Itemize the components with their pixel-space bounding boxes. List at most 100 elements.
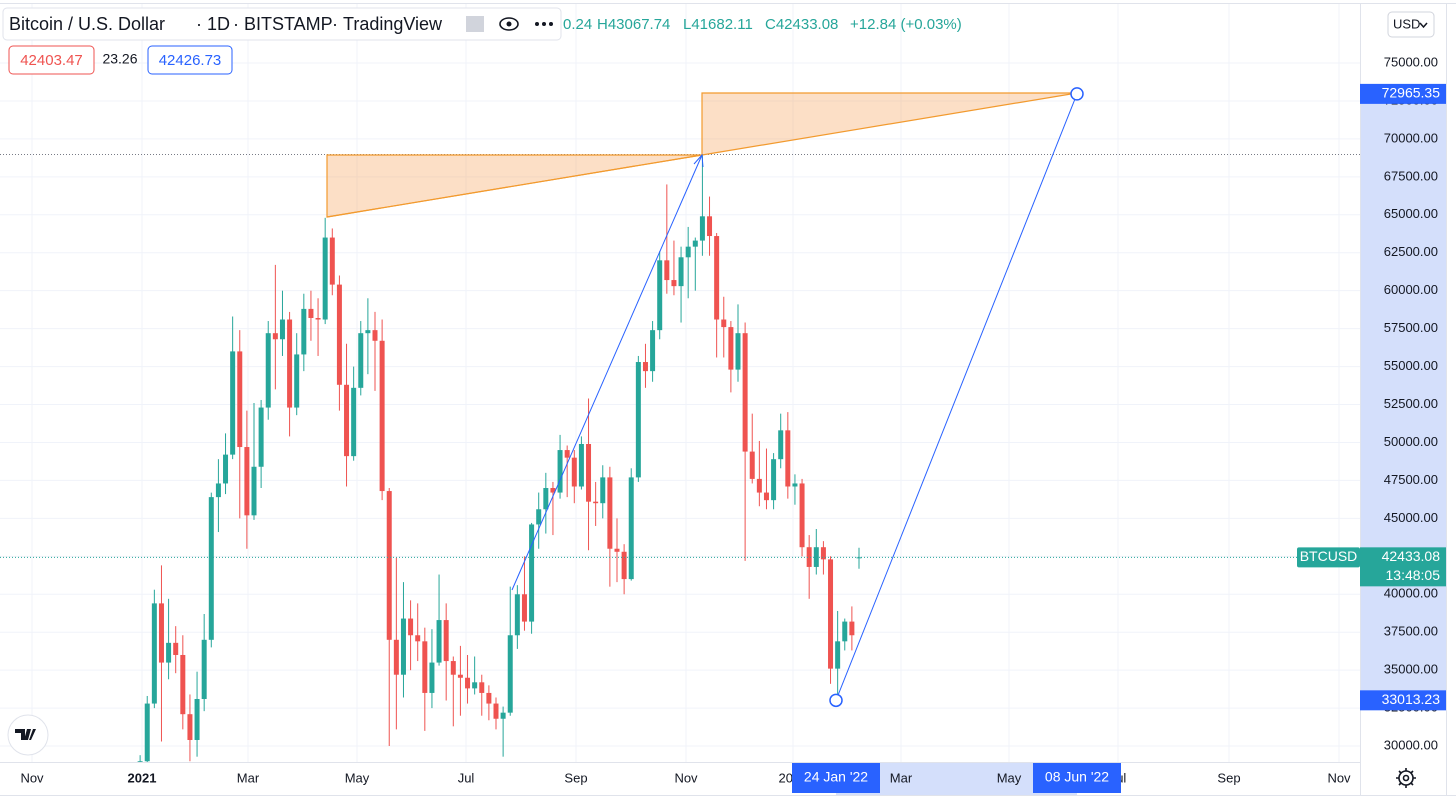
candle-body: [308, 308, 314, 319]
candle-body: [251, 466, 257, 516]
low-value: L41682.11: [683, 16, 753, 33]
separator: ·: [233, 14, 239, 34]
x-tick-label: May: [345, 770, 370, 785]
candle-body: [593, 501, 599, 504]
y-tick-label: 55000.00: [1384, 358, 1438, 373]
candle-body: [208, 497, 214, 640]
drawings: [0, 92, 1360, 701]
flag-icon[interactable]: [466, 16, 484, 32]
candle-body: [564, 450, 570, 458]
candle-body: [351, 387, 357, 457]
candle-body: [415, 635, 421, 642]
x-tick-label: Mar: [237, 770, 260, 785]
candle-body: [571, 457, 577, 487]
dropdown-arrow: [1419, 22, 1428, 29]
candle-body: [642, 362, 648, 372]
symbol[interactable]: Bitcoin / U.S. Dollar: [9, 14, 165, 34]
date-marker-badge: [1033, 763, 1121, 793]
candle-body: [187, 714, 193, 740]
trend-line[interactable]: [326, 154, 703, 218]
x-tick-label: Sep: [1217, 770, 1240, 785]
candle-body: [650, 330, 656, 372]
y-tick-label: 62500.00: [1384, 244, 1438, 259]
countdown: 13:48:05: [1386, 567, 1441, 583]
candle-body: [521, 594, 527, 622]
price-range-highlight: [1360, 94, 1446, 700]
currency[interactable]: USD: [1393, 16, 1420, 31]
candle-body: [785, 430, 791, 487]
candle-body: [550, 488, 556, 493]
eye-pupil: [506, 21, 512, 27]
last-price-badge: [1360, 547, 1446, 587]
x-tick-label: Nov: [1327, 770, 1351, 785]
drawing-handle[interactable]: [829, 693, 843, 708]
date-marker-badge: [792, 763, 880, 793]
arrow-line[interactable]: [511, 154, 703, 591]
buy-button[interactable]: [147, 45, 233, 75]
candle-body: [678, 257, 684, 287]
candle-body: [735, 333, 741, 370]
currency-select[interactable]: [1387, 11, 1435, 38]
y-tick-label: 30000.00: [1384, 737, 1438, 752]
candle-body: [173, 642, 179, 655]
drawing-handle[interactable]: [1070, 87, 1084, 101]
fib-extension-fill[interactable]: [701, 92, 1078, 156]
candle-body: [457, 674, 463, 678]
candle-body: [393, 639, 399, 675]
sell-price[interactable]: 42403.47: [20, 52, 83, 69]
candle-body: [778, 430, 784, 460]
candle-body: [536, 509, 542, 525]
candle-body: [486, 692, 492, 704]
sell-button[interactable]: [8, 45, 95, 75]
candle-body: [514, 594, 520, 636]
separator: ·: [196, 14, 202, 34]
candle-body: [614, 548, 620, 552]
candle-body: [628, 477, 634, 580]
candle-body: [842, 621, 848, 642]
candle-body: [379, 340, 385, 492]
candle-body: [230, 351, 236, 455]
candle-body: [685, 246, 691, 258]
interval[interactable]: 1D: [207, 14, 230, 34]
last-price: 42433.08: [1382, 548, 1441, 564]
source: TradingView: [343, 14, 443, 34]
open-value: 0.24: [563, 16, 592, 33]
eye-icon[interactable]: [499, 17, 519, 31]
candle-body: [472, 682, 478, 689]
high-value: H43067.74: [597, 16, 670, 33]
candle-body: [272, 333, 278, 340]
y-tick-label: 47500.00: [1384, 472, 1438, 487]
price-marker: 33013.23: [1382, 691, 1441, 707]
settings-icon[interactable]: [1396, 768, 1416, 788]
candle-body: [322, 237, 328, 320]
close-value: C42433.08: [765, 16, 838, 33]
price-marker-badge: [1360, 690, 1446, 711]
candle-body: [151, 603, 157, 704]
price-marker-badge: [1360, 83, 1446, 104]
candle-body: [607, 477, 613, 549]
candle-body: [820, 547, 826, 560]
candle-body: [493, 703, 499, 719]
buy-price[interactable]: 42426.73: [159, 52, 222, 69]
candle-body: [771, 459, 777, 501]
ticker-badge: [1297, 547, 1360, 568]
candles: [137, 154, 862, 762]
more-icon[interactable]: [535, 22, 553, 26]
y-tick-label: 45000.00: [1384, 510, 1438, 525]
candle-body: [422, 641, 428, 693]
candle-body: [763, 492, 769, 501]
projection-line[interactable]: [835, 93, 1078, 701]
separator: ·: [332, 14, 338, 34]
candle-body: [386, 491, 392, 640]
candle-body: [358, 333, 364, 388]
candle-body: [336, 284, 342, 385]
candle-body: [621, 551, 627, 580]
candle-body: [244, 447, 250, 516]
y-tick-label: 60000.00: [1384, 282, 1438, 297]
candle-body: [265, 333, 271, 408]
candle-body: [657, 260, 663, 331]
